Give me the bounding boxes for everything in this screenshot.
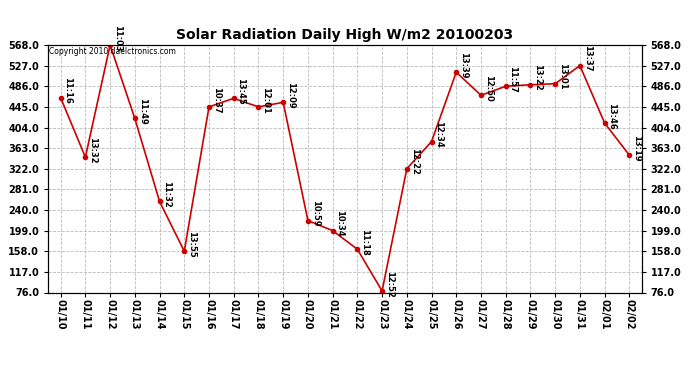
Text: Copyright 2010 daelctronics.com: Copyright 2010 daelctronics.com bbox=[50, 48, 177, 57]
Text: 13:19: 13:19 bbox=[632, 135, 641, 162]
Text: 10:59: 10:59 bbox=[310, 200, 319, 227]
Text: 13:01: 13:01 bbox=[558, 63, 567, 90]
Text: 11:03: 11:03 bbox=[113, 25, 122, 51]
Text: 13:46: 13:46 bbox=[607, 103, 616, 129]
Text: 12:09: 12:09 bbox=[286, 82, 295, 109]
Text: 12:50: 12:50 bbox=[484, 75, 493, 102]
Text: 13:39: 13:39 bbox=[459, 52, 468, 78]
Text: 12:34: 12:34 bbox=[434, 121, 443, 148]
Text: 11:18: 11:18 bbox=[360, 229, 369, 256]
Text: 13:37: 13:37 bbox=[582, 45, 591, 72]
Title: Solar Radiation Daily High W/m2 20100203: Solar Radiation Daily High W/m2 20100203 bbox=[177, 28, 513, 42]
Text: 13:22: 13:22 bbox=[533, 64, 542, 91]
Text: 13:32: 13:32 bbox=[88, 137, 97, 164]
Text: 12:22: 12:22 bbox=[410, 148, 419, 175]
Text: 10:37: 10:37 bbox=[212, 87, 221, 113]
Text: 11:16: 11:16 bbox=[63, 78, 72, 104]
Text: 11:57: 11:57 bbox=[509, 66, 518, 93]
Text: 10:34: 10:34 bbox=[335, 210, 344, 237]
Text: 11:32: 11:32 bbox=[162, 181, 171, 208]
Text: 13:45: 13:45 bbox=[237, 78, 246, 105]
Text: 13:55: 13:55 bbox=[187, 231, 196, 258]
Text: 11:49: 11:49 bbox=[137, 98, 146, 125]
Text: 12:01: 12:01 bbox=[262, 87, 270, 113]
Text: 12:52: 12:52 bbox=[385, 271, 394, 297]
